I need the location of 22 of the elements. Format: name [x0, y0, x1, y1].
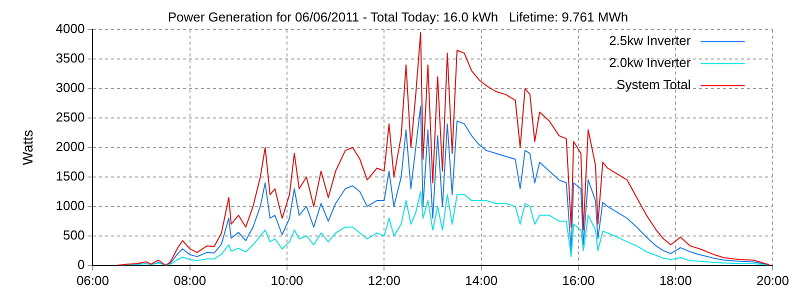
chart-title: Power Generation for 06/06/2011 - Total Today: 16.0 kWh Lifetime: 9.761 MWh [168, 9, 628, 24]
y-tick-label: 2500 [56, 110, 85, 125]
x-tick-label: 18:00 [659, 272, 692, 288]
y-tick-label: 4000 [56, 21, 85, 36]
y-tick-label: 500 [63, 228, 85, 243]
y-tick-label: 1500 [56, 168, 85, 184]
legend-label: 2.5kw Inverter [609, 33, 692, 48]
x-tick-label: 08:00 [174, 272, 206, 288]
x-tick-label: 16:00 [562, 272, 595, 288]
y-tick-label: 2000 [56, 139, 85, 154]
x-tick-label: 14:00 [465, 272, 498, 288]
legend-label: 2.0kw Inverter [609, 55, 692, 70]
y-tick-label: 3500 [56, 50, 85, 66]
x-tick-label: 10:00 [270, 272, 304, 288]
y-tick-label: 0 [77, 256, 85, 272]
x-tick-label: 06:00 [76, 272, 109, 288]
y-axis-title: Watts [19, 130, 36, 166]
x-tick-label: 12:00 [368, 272, 400, 288]
x-tick-label: 20:00 [756, 272, 790, 288]
legend-label: System Total [616, 77, 691, 92]
y-tick-label: 3000 [56, 80, 85, 96]
y-tick-label: 1000 [56, 198, 85, 214]
